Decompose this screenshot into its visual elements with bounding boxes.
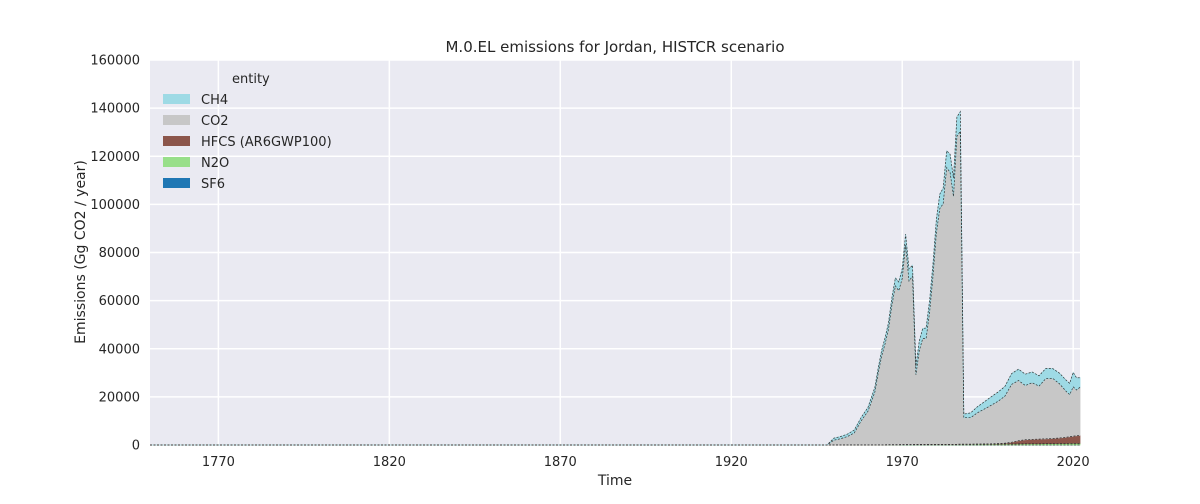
boundary-hfcs-ar6gwp100 — [150, 435, 1081, 446]
legend-swatch-n2o — [163, 157, 190, 167]
boundary-co2 — [150, 130, 1081, 446]
y-tick-label: 20000 — [99, 390, 140, 405]
legend-label-sf6: SF6 — [201, 177, 225, 192]
y-tick-label: 100000 — [90, 198, 140, 213]
y-tick-label: 40000 — [99, 342, 140, 357]
x-axis-label: Time — [597, 473, 632, 489]
grid-lines — [150, 59, 1080, 446]
legend-label-hfcs-ar6gwp100: HFCS (AR6GWP100) — [201, 135, 332, 150]
y-tick-label: 160000 — [90, 54, 140, 69]
x-tick-label: 1820 — [373, 455, 406, 470]
legend-swatch-sf6 — [163, 178, 190, 188]
y-tick-label: 80000 — [99, 246, 140, 261]
area-ch4 — [150, 110, 1081, 446]
legend-label-ch4: CH4 — [201, 93, 228, 108]
y-tick-label: 60000 — [99, 294, 140, 309]
y-axis-label: Emissions (Gg CO2 / year) — [73, 160, 89, 344]
x-tick-label: 1970 — [886, 455, 919, 470]
y-tick-label: 140000 — [90, 102, 140, 117]
x-tick-label: 2020 — [1057, 455, 1090, 470]
y-tick-label: 0 — [132, 439, 140, 454]
legend-swatch-hfcs-ar6gwp100 — [163, 136, 190, 146]
y-tick-label: 120000 — [90, 150, 140, 165]
series-boundary-lines — [150, 110, 1081, 446]
y-axis-ticks: 0 20000 40000 60000 80000 100000 120000 140000 1… — [90, 54, 140, 454]
x-axis-ticks: 1770 1820 1870 1920 1970 2020 — [202, 455, 1090, 470]
legend-label-co2: CO2 — [201, 114, 229, 129]
x-tick-label: 1870 — [544, 455, 577, 470]
x-tick-label: 1770 — [202, 455, 235, 470]
legend: entity CH4 CO2 HFCS (AR6GWP100) N2O SF6 — [163, 72, 332, 192]
legend-swatch-ch4 — [163, 94, 190, 104]
legend-swatch-co2 — [163, 115, 190, 125]
legend-title: entity — [232, 72, 270, 87]
boundary-n2o — [150, 443, 1080, 446]
x-tick-label: 1920 — [715, 455, 748, 470]
legend-label-n2o: N2O — [201, 156, 229, 171]
chart-title: M.0.EL emissions for Jordan, HISTCR scen… — [445, 38, 784, 56]
boundary-ch4 — [150, 110, 1081, 446]
